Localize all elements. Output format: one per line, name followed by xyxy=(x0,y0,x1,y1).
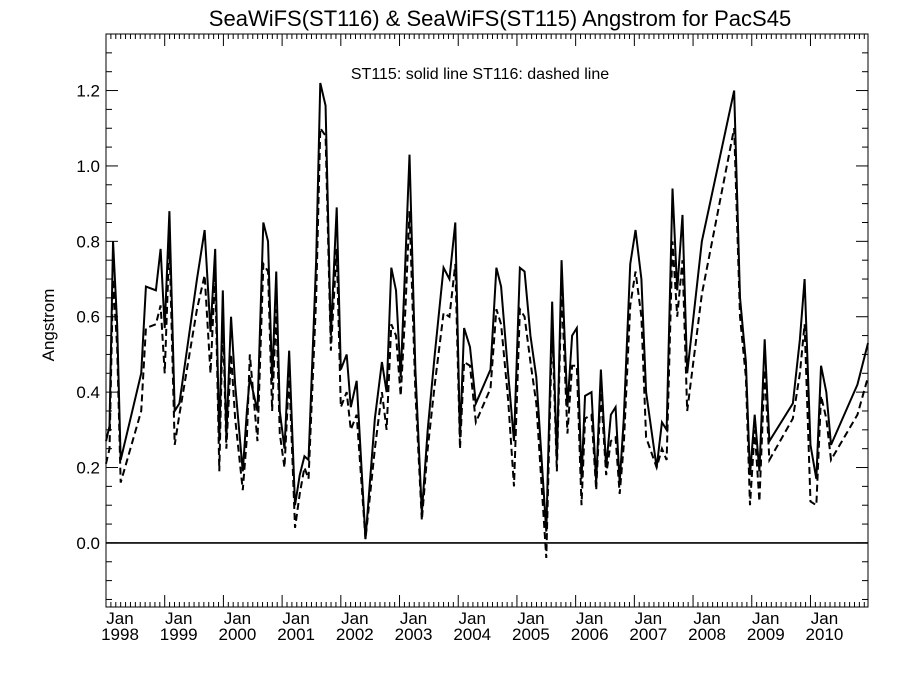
x-tick-label-month: Jan xyxy=(106,609,133,628)
x-tick-label-year: 2005 xyxy=(512,625,550,644)
y-tick-label: 0.0 xyxy=(76,534,100,553)
x-tick-label-month: Jan xyxy=(517,609,544,628)
x-tick-label-month: Jan xyxy=(459,609,486,628)
y-axis-label: Angstrom xyxy=(39,289,58,362)
x-tick-label-month: Jan xyxy=(811,609,838,628)
x-tick-label-month: Jan xyxy=(224,609,251,628)
x-tick-label-month: Jan xyxy=(341,609,368,628)
y-tick-label: 0.6 xyxy=(76,308,100,327)
x-tick-label-month: Jan xyxy=(576,609,603,628)
x-tick-label-year: 2001 xyxy=(277,625,315,644)
chart-title: SeaWiFS(ST116) & SeaWiFS(ST115) Angstrom… xyxy=(209,6,791,31)
y-tick-label: 1.0 xyxy=(76,157,100,176)
x-tick-label-month: Jan xyxy=(282,609,309,628)
x-tick-label-year: 1998 xyxy=(101,625,139,644)
x-tick-label-month: Jan xyxy=(693,609,720,628)
x-tick-label-year: 2006 xyxy=(571,625,609,644)
series-line-st115-solid xyxy=(105,82,869,540)
x-tick-label-month: Jan xyxy=(165,609,192,628)
x-tick-label-year: 2003 xyxy=(395,625,433,644)
x-tick-label-year: 2007 xyxy=(629,625,667,644)
y-tick-label: 0.4 xyxy=(76,383,100,402)
x-tick-label-month: Jan xyxy=(400,609,427,628)
x-tick-label-year: 2010 xyxy=(806,625,844,644)
x-tick-label-year: 2004 xyxy=(453,625,491,644)
x-tick-label-month: Jan xyxy=(752,609,779,628)
y-tick-label: 1.2 xyxy=(76,82,100,101)
x-tick-label-year: 2008 xyxy=(688,625,726,644)
plot-area: 0.00.20.40.60.81.01.2Jan1998Jan1999Jan20… xyxy=(76,33,869,644)
plot-frame xyxy=(105,33,869,608)
y-tick-label: 0.8 xyxy=(76,232,100,251)
x-tick-label-month: Jan xyxy=(635,609,662,628)
series-line-st116-dashed xyxy=(105,125,869,559)
x-tick-label-year: 2002 xyxy=(336,625,374,644)
y-tick-label: 0.2 xyxy=(76,459,100,478)
x-tick-label-year: 1999 xyxy=(160,625,198,644)
x-tick-label-year: 2009 xyxy=(747,625,785,644)
chart-annotation: ST115: solid line ST116: dashed line xyxy=(351,66,609,83)
x-tick-label-year: 2000 xyxy=(218,625,256,644)
